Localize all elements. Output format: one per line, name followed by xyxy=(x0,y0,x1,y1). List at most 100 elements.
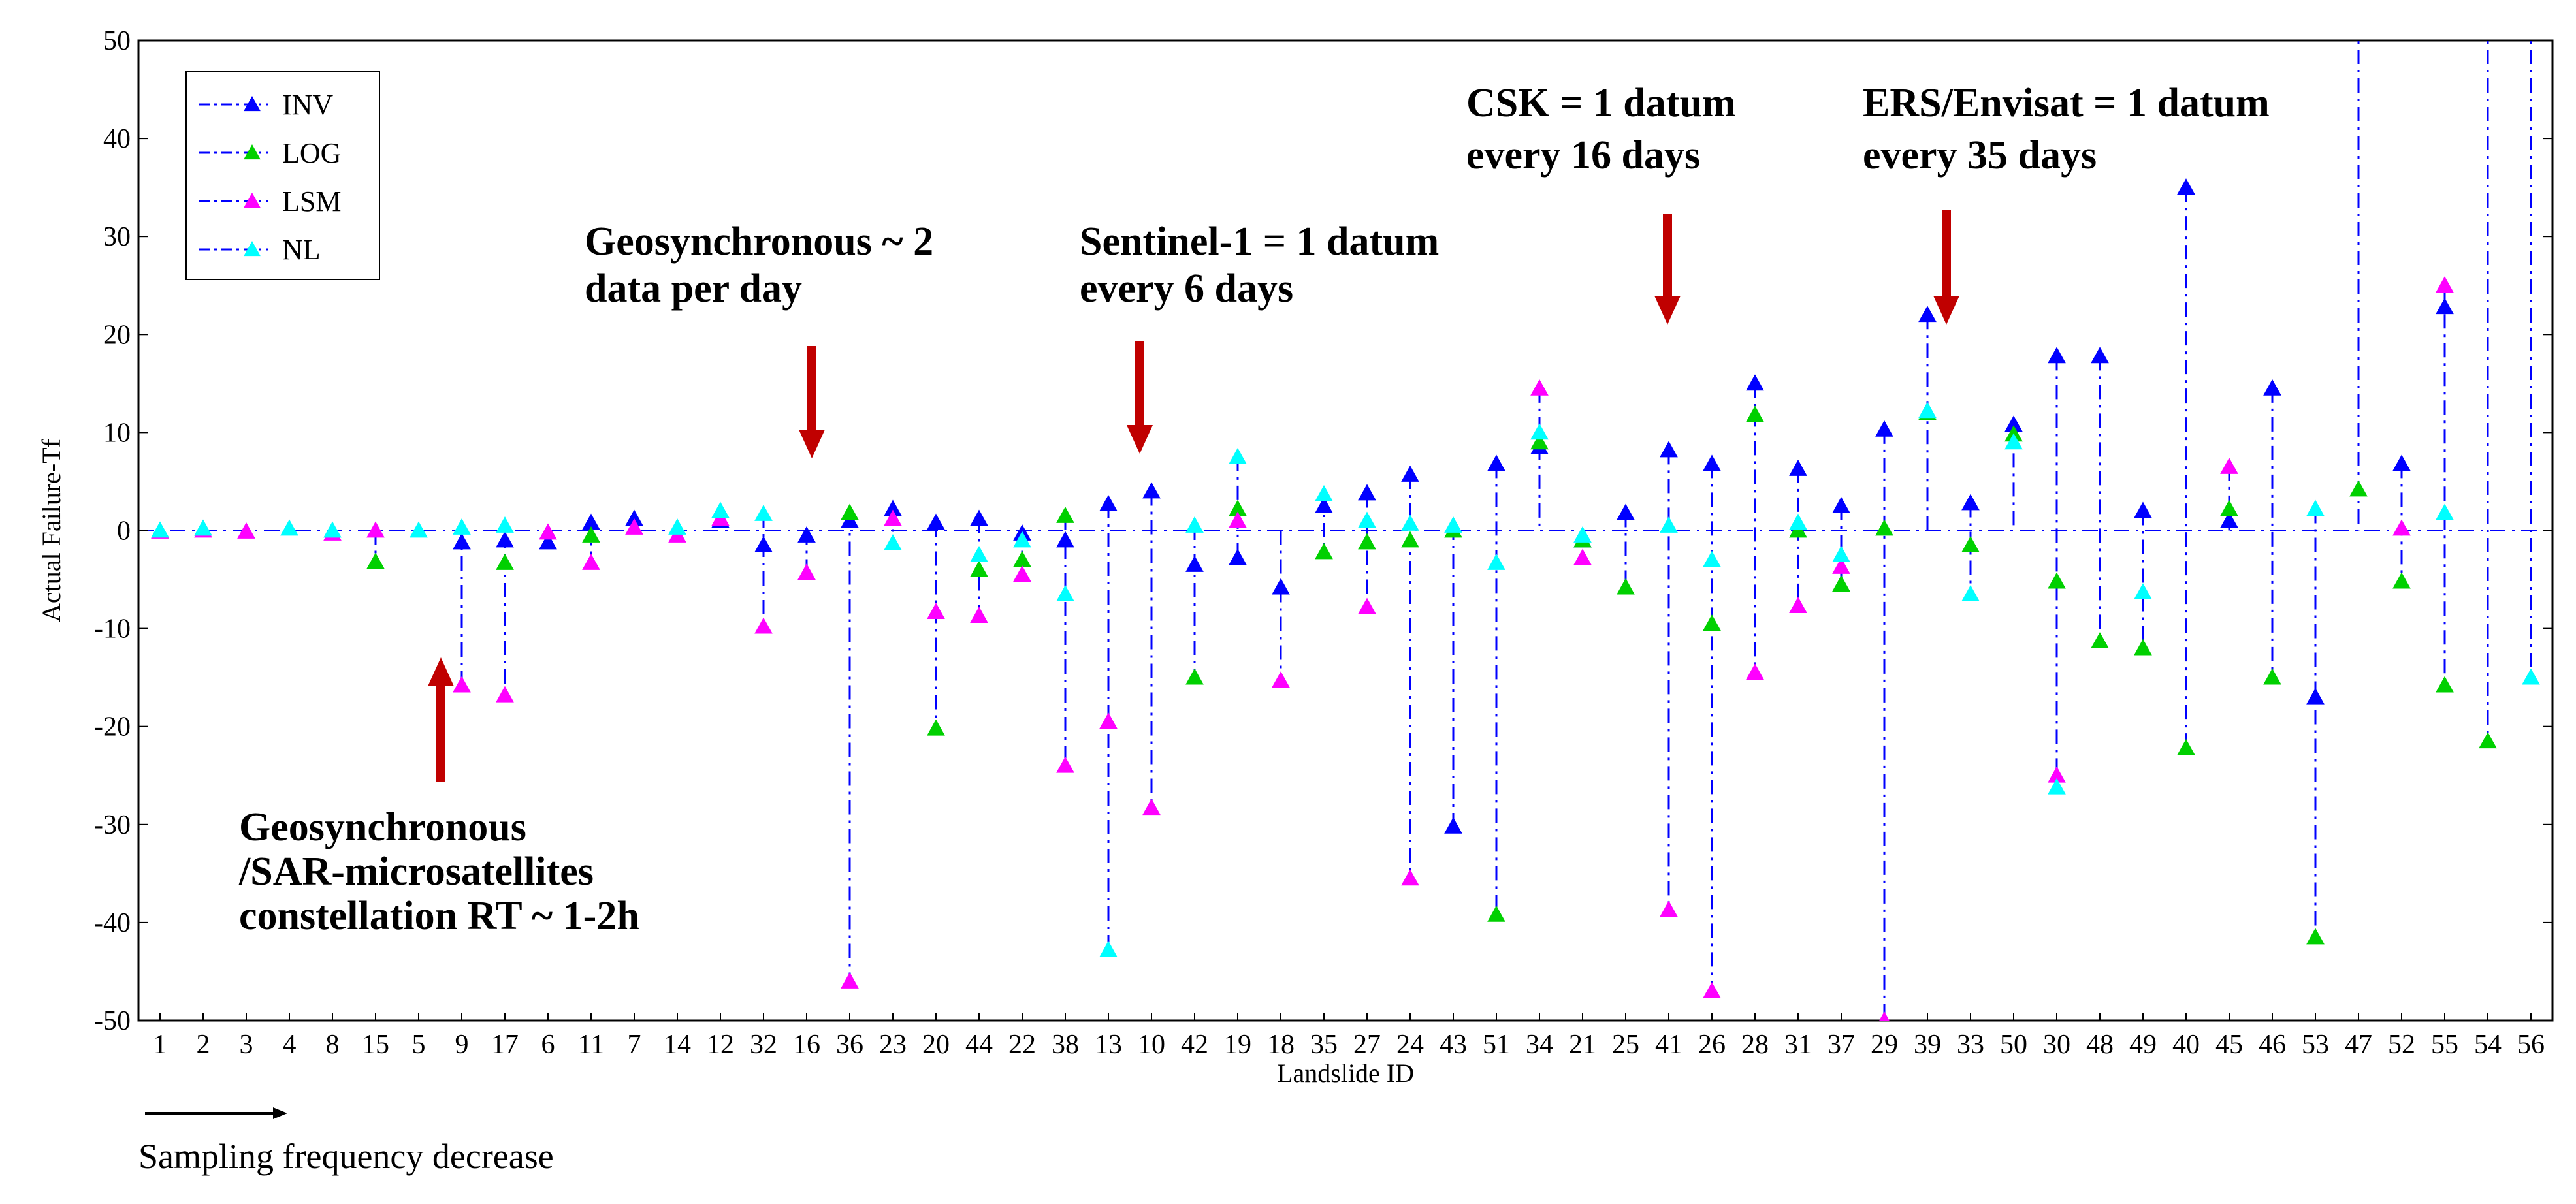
footnote: Sampling frequency decrease xyxy=(138,1107,554,1176)
y-axis-title: Actual Failure-Tf xyxy=(37,438,66,622)
marker-lsm xyxy=(1703,981,1721,998)
y-tick-label: -20 xyxy=(94,712,131,742)
marker-nl xyxy=(1703,550,1721,567)
x-tick-label: 45 xyxy=(2215,1030,2243,1060)
marker-inv xyxy=(2263,379,2281,396)
legend-box xyxy=(185,71,380,280)
annotation-text: every 16 days xyxy=(1466,133,1700,178)
marker-nl xyxy=(496,516,514,533)
x-tick-label: 1 xyxy=(153,1030,167,1060)
marker-nl xyxy=(280,519,298,536)
marker-lsm xyxy=(1789,597,1807,613)
y-tick-label: 50 xyxy=(103,26,131,56)
marker-log xyxy=(841,503,859,520)
annotation-text: every 35 days xyxy=(1863,133,2097,178)
marker-nl xyxy=(2522,668,2540,685)
annotation-text: constellation RT ~ 1-2h xyxy=(239,894,639,938)
marker-lsm xyxy=(1099,712,1118,729)
annotation-text: Sentinel-1 = 1 datum xyxy=(1080,219,1439,264)
x-tick-label: 51 xyxy=(1483,1030,1510,1060)
marker-nl xyxy=(1530,423,1549,440)
marker-lsm xyxy=(754,617,773,634)
marker-nl xyxy=(1099,940,1118,957)
marker-log xyxy=(2220,499,2238,516)
marker-lsm xyxy=(1142,799,1161,816)
x-axis-title: Landslide ID xyxy=(1277,1058,1414,1088)
annotation-text: every 6 days xyxy=(1080,266,1293,311)
marker-nl xyxy=(1832,545,1850,562)
footnote-text: Sampling frequency decrease xyxy=(138,1137,554,1176)
marker-log xyxy=(2349,480,2368,497)
marker-lsm xyxy=(1746,663,1764,680)
annotation-text: /SAR-microsatellites xyxy=(238,849,594,894)
marker-nl xyxy=(453,518,471,535)
x-tick-label: 49 xyxy=(2129,1030,2157,1060)
annotation-arrow-head xyxy=(1654,296,1681,325)
marker-inv xyxy=(797,526,816,543)
annotation-arrow-shaft xyxy=(807,346,816,430)
marker-inv xyxy=(1142,482,1161,499)
x-tick-label: 46 xyxy=(2259,1030,2286,1060)
marker-log xyxy=(1961,535,1980,552)
marker-inv xyxy=(754,535,773,552)
marker-log xyxy=(1185,668,1204,685)
x-tick-label: 25 xyxy=(1612,1030,1639,1060)
x-tick-label: 19 xyxy=(1224,1030,1251,1060)
x-tick-label: 40 xyxy=(2172,1030,2200,1060)
marker-inv xyxy=(1961,494,1980,511)
marker-nl xyxy=(711,501,730,518)
marker-lsm xyxy=(1056,756,1074,773)
x-tick-label: 3 xyxy=(240,1030,253,1060)
x-tick-label: 24 xyxy=(1396,1030,1424,1060)
marker-lsm xyxy=(1573,548,1592,565)
x-tick-label: 43 xyxy=(1440,1030,1467,1060)
marker-inv xyxy=(1315,496,1333,513)
legend-marker-nl xyxy=(244,240,261,257)
annotation-arrow-shaft xyxy=(436,686,445,782)
annotation-0: Geosynchronous/SAR-microsatellitesconste… xyxy=(238,657,639,938)
x-tick-label: 7 xyxy=(628,1030,641,1060)
annotation-3: CSK = 1 datum every 16 days xyxy=(1466,81,1736,325)
marker-nl xyxy=(1487,554,1505,570)
marker-nl xyxy=(1013,531,1031,548)
x-tick-label: 55 xyxy=(2431,1030,2458,1060)
x-tick-label: 44 xyxy=(965,1030,993,1060)
marker-inv xyxy=(1401,465,1419,482)
marker-inv xyxy=(496,531,514,548)
marker-inv xyxy=(2436,298,2454,315)
y-tick-label: 10 xyxy=(103,418,131,448)
x-tick-label: 5 xyxy=(412,1030,426,1060)
x-tick-label: 37 xyxy=(1827,1030,1855,1060)
marker-lsm xyxy=(2220,457,2238,474)
x-tick-label: 47 xyxy=(2345,1030,2372,1060)
x-tick-label: 53 xyxy=(2302,1030,2329,1060)
marker-log xyxy=(2048,572,2066,589)
marker-lsm xyxy=(366,521,385,538)
x-tick-label: 22 xyxy=(1008,1030,1036,1060)
x-tick-label: 16 xyxy=(793,1030,820,1060)
x-tick-label: 31 xyxy=(1784,1030,1812,1060)
x-tick-label: 35 xyxy=(1310,1030,1338,1060)
legend: INV LOG LSM NL xyxy=(185,71,380,280)
x-tick-label: 34 xyxy=(1526,1030,1553,1060)
x-tick-label: 50 xyxy=(2000,1030,2027,1060)
marker-lsm xyxy=(841,972,859,989)
marker-log xyxy=(2091,632,2109,649)
x-tick-label: 41 xyxy=(1655,1030,1682,1060)
marker-inv xyxy=(2220,511,2238,528)
x-tick-label: 12 xyxy=(707,1030,734,1060)
marker-inv xyxy=(539,533,557,550)
annotation-arrow-shaft xyxy=(1135,341,1144,425)
x-tick-label: 2 xyxy=(197,1030,210,1060)
marker-nl xyxy=(1315,484,1333,501)
x-tick-label: 48 xyxy=(2086,1030,2114,1060)
marker-inv xyxy=(453,533,471,550)
x-tick-label: 36 xyxy=(836,1030,863,1060)
x-tick-label: 11 xyxy=(578,1030,604,1060)
x-tick-label: 15 xyxy=(362,1030,389,1060)
marker-log xyxy=(2177,738,2195,755)
marker-log xyxy=(1487,905,1505,922)
marker-nl xyxy=(1660,516,1678,533)
annotation-text: ERS/Envisat = 1 datum xyxy=(1863,81,2270,125)
